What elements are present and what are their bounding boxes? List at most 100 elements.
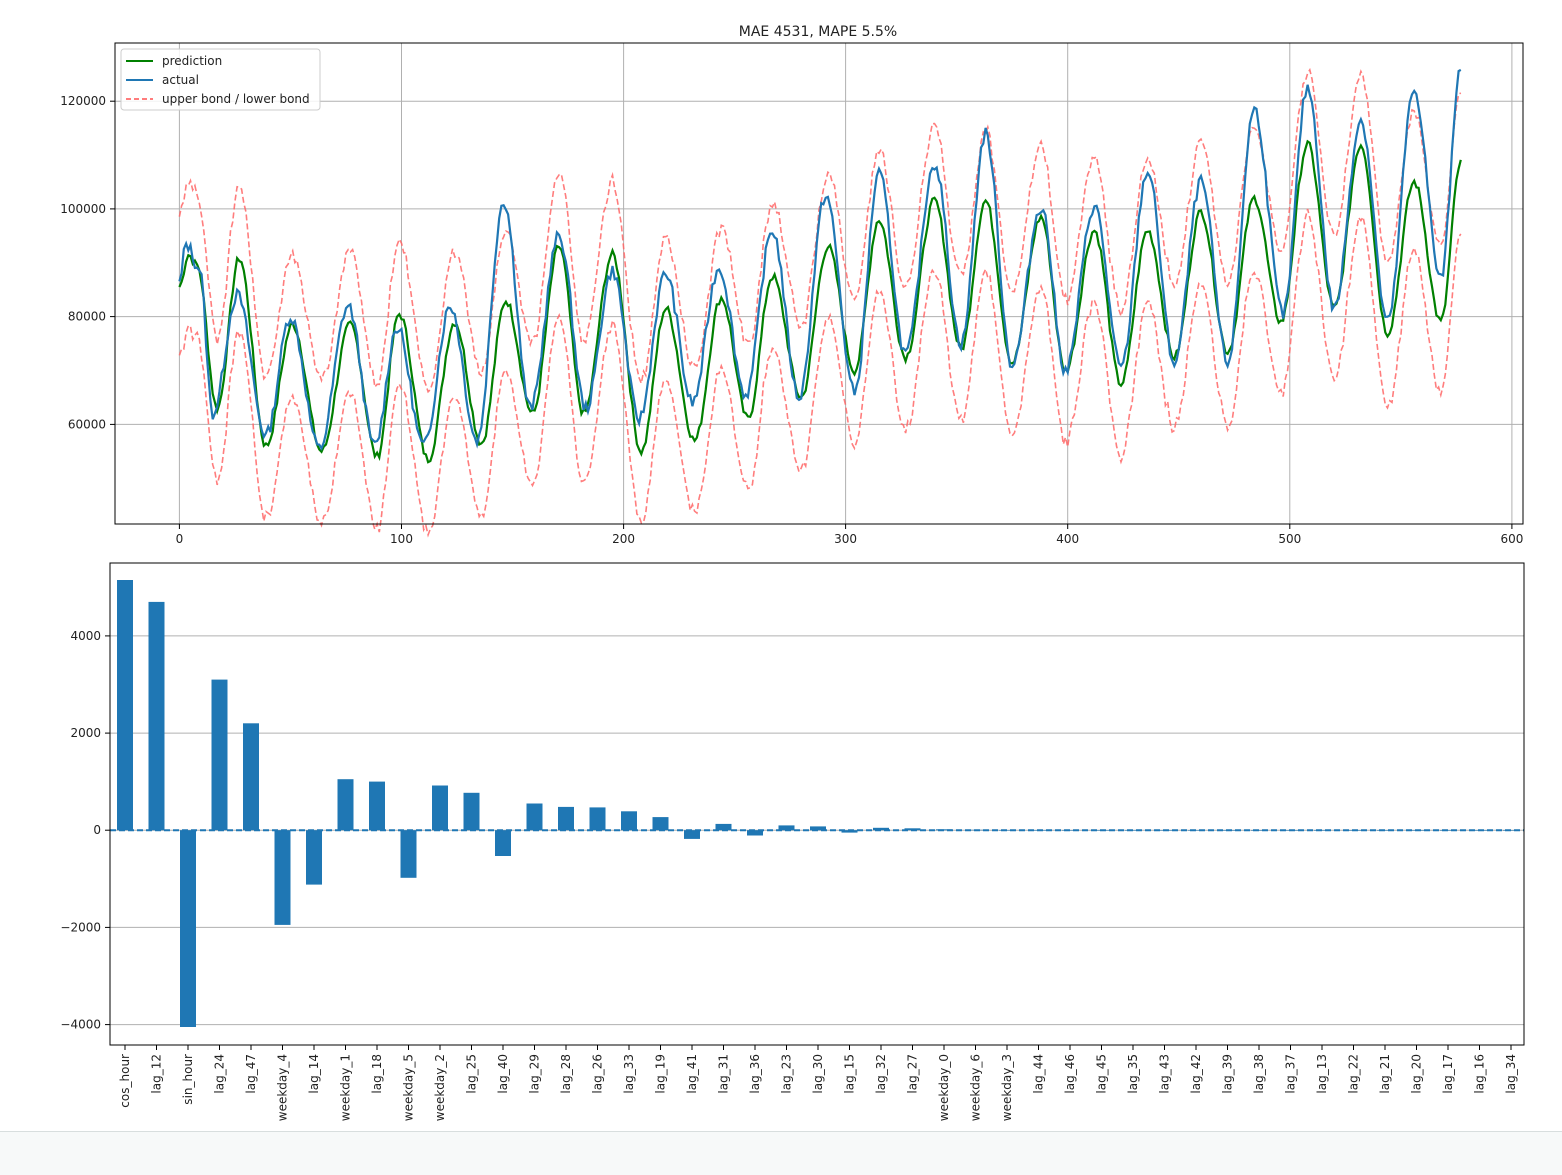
y-tick-label: 0 (93, 823, 101, 837)
category-label: lag_47 (244, 1054, 258, 1094)
category-label: lag_45 (1095, 1054, 1109, 1094)
category-label: lag_38 (1252, 1054, 1266, 1094)
bar (211, 679, 228, 831)
category-label: weekday_4 (276, 1054, 290, 1121)
category-label: lag_20 (1410, 1054, 1424, 1094)
bar (306, 830, 322, 885)
category-label: lag_16 (1473, 1054, 1487, 1094)
category-label: weekday_3 (1000, 1054, 1014, 1121)
category-label: lag_43 (1158, 1054, 1172, 1094)
y-tick-label: 80000 (68, 310, 106, 324)
axis-ticks: 0 100 200 300 400 500 600 60000 80000 100000 12000… (60, 94, 1523, 546)
category-label: lag_29 (528, 1054, 542, 1094)
bar (621, 811, 637, 831)
category-label: lag_24 (213, 1054, 227, 1094)
category-label: lag_27 (906, 1054, 920, 1094)
bar (369, 781, 385, 831)
category-label: lag_18 (370, 1054, 384, 1094)
category-label: lag_46 (1063, 1054, 1077, 1094)
bar (148, 601, 165, 831)
category-label: lag_30 (811, 1054, 825, 1094)
lower-bond-line (178, 208, 1462, 538)
bar (841, 830, 858, 833)
chart-title: MAE 4531, MAPE 5.5% (739, 24, 897, 40)
plot-frame (114, 42, 1524, 525)
bar (463, 792, 480, 831)
category-label: lag_26 (591, 1054, 605, 1094)
category-label: weekday_1 (339, 1054, 353, 1121)
y-tick-label: 2000 (70, 726, 101, 740)
series-layer (178, 67, 1462, 538)
bar (495, 830, 511, 856)
y-tick-label: 60000 (68, 417, 106, 431)
x-tick-label: 500 (1278, 532, 1301, 546)
bar (684, 830, 700, 839)
category-label: lag_35 (1126, 1054, 1140, 1094)
x-tick-label: 100 (390, 532, 413, 546)
bar (778, 825, 795, 831)
x-tick-label: 600 (1500, 532, 1523, 546)
bar-chart-coefficients: −4000 −2000 0 2000 4000 cos_hour lag_12 sin_hou… (60, 562, 1525, 1121)
category-label: lag_33 (622, 1054, 636, 1094)
bar (810, 826, 826, 831)
bar (274, 830, 291, 925)
category-label: lag_22 (1347, 1054, 1361, 1094)
category-label: weekday_5 (402, 1054, 416, 1121)
category-label: lag_14 (307, 1054, 321, 1094)
status-strip (0, 1131, 1562, 1175)
category-label: lag_42 (1189, 1054, 1203, 1094)
x-tick-label: 400 (1056, 532, 1079, 546)
category-label: lag_12 (150, 1054, 164, 1094)
legend: prediction actual upper bond / lower bond (120, 48, 321, 111)
category-label: lag_41 (685, 1054, 699, 1094)
bar (180, 830, 196, 1027)
legend-box (120, 48, 321, 111)
category-label: lag_25 (465, 1054, 479, 1094)
bars-layer (117, 580, 1519, 1027)
bar (337, 779, 354, 831)
category-label: lag_37 (1284, 1054, 1298, 1094)
line-chart-forecast: MAE 4531, MAPE 5.5% 0 100 200 300 400 500 600 6… (60, 24, 1524, 546)
y-tick-label: 100000 (60, 202, 106, 216)
category-label: lag_34 (1504, 1054, 1518, 1094)
bar (873, 827, 889, 831)
category-label: lag_31 (717, 1054, 731, 1094)
category-label: lag_39 (1221, 1054, 1235, 1094)
bar (526, 803, 543, 831)
bar (747, 830, 763, 836)
legend-label: upper bond / lower bond (162, 92, 310, 106)
plot-frame (109, 562, 1525, 1046)
y-tick-label: −4000 (60, 1018, 101, 1032)
actual-line (178, 68, 1462, 451)
bar (117, 580, 133, 831)
y-tick-label: 4000 (70, 629, 101, 643)
category-label: sin_hour (181, 1054, 195, 1105)
category-label: lag_23 (780, 1054, 794, 1094)
category-label: weekday_0 (937, 1054, 951, 1121)
y-tick-label: −2000 (60, 920, 101, 934)
axis-ticks: −4000 −2000 0 2000 4000 cos_hour lag_12 sin_hou… (60, 629, 1518, 1121)
x-tick-label: 200 (612, 532, 635, 546)
category-label: lag_44 (1032, 1054, 1046, 1094)
category-label: weekday_6 (969, 1054, 983, 1121)
x-tick-label: 300 (834, 532, 857, 546)
prediction-line (178, 139, 1462, 464)
bar (243, 723, 259, 831)
bar (652, 817, 669, 831)
category-label: lag_13 (1315, 1054, 1329, 1094)
category-label: lag_15 (843, 1054, 857, 1094)
category-label: cos_hour (118, 1054, 132, 1108)
legend-label: actual (162, 73, 199, 87)
category-label: lag_19 (654, 1054, 668, 1094)
category-label: lag_17 (1441, 1054, 1455, 1094)
y-tick-label: 120000 (60, 94, 106, 108)
bar (558, 806, 574, 831)
category-label: lag_21 (1378, 1054, 1392, 1094)
category-label: weekday_2 (433, 1054, 447, 1121)
legend-label: prediction (162, 54, 222, 68)
bar (715, 823, 732, 831)
x-tick-label: 0 (176, 532, 184, 546)
category-label: lag_28 (559, 1054, 573, 1094)
category-label: lag_40 (496, 1054, 510, 1094)
